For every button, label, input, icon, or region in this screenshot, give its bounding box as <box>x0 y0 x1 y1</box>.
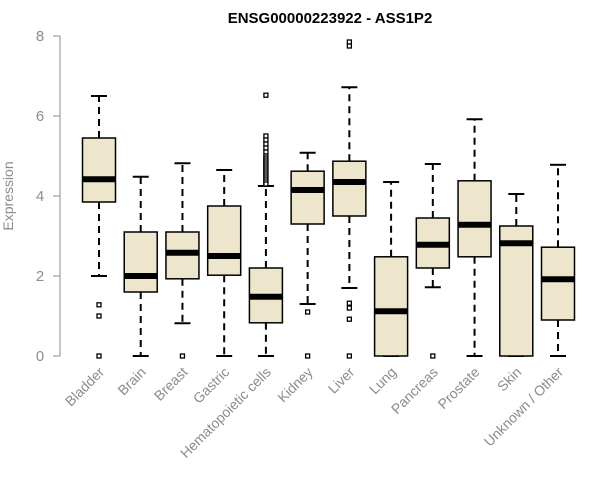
x-tick-label: Bladder <box>62 364 108 410</box>
outlier-point <box>96 302 102 308</box>
iqr-box <box>499 225 534 357</box>
outlier-point <box>346 43 353 49</box>
y-tick-label: 4 <box>36 188 44 205</box>
x-tick-label: Lung <box>366 364 399 397</box>
iqr-box <box>81 137 117 203</box>
outlier-point <box>346 316 353 322</box>
outlier-point <box>263 92 269 98</box>
y-tick-label: 8 <box>36 28 44 45</box>
iqr-box <box>332 160 367 217</box>
outlier-point <box>304 309 311 315</box>
x-tick-label: Unknown / Other <box>481 364 567 450</box>
y-tick-label: 6 <box>36 108 44 125</box>
iqr-box <box>373 256 409 357</box>
box-group <box>206 169 242 357</box>
x-tick-label: Breast <box>151 364 191 404</box>
x-tick-label: Prostate <box>434 364 482 412</box>
iqr-box <box>206 205 242 276</box>
iqr-box <box>540 246 576 321</box>
boxes-layer <box>81 39 576 359</box>
box-group <box>499 193 534 357</box>
outlier-point <box>263 181 269 187</box>
outlier-point <box>179 353 186 359</box>
box-group <box>415 163 451 359</box>
box-group <box>332 39 367 359</box>
iqr-box <box>457 180 492 258</box>
outlier-point <box>346 300 353 306</box>
box-group <box>165 162 200 359</box>
box-group <box>81 95 117 359</box>
outlier-point <box>304 353 311 359</box>
iqr-box <box>290 170 325 225</box>
outlier-point <box>96 353 102 359</box>
box-group <box>457 118 492 357</box>
iqr-box <box>123 231 158 293</box>
box-group <box>248 92 284 357</box>
y-axis: 0 2 4 6 8 <box>36 28 61 365</box>
box-group <box>373 181 409 357</box>
box-group <box>290 151 325 359</box>
outlier-point <box>430 353 436 359</box>
outlier-point <box>346 353 353 359</box>
y-tick-label: 2 <box>36 268 44 285</box>
outlier-point <box>96 313 102 319</box>
y-tick-label: 0 <box>36 348 44 365</box>
x-tick-label: Kidney <box>274 364 316 406</box>
x-tick-label: Brain <box>114 364 148 398</box>
x-tick-label: Liver <box>325 364 358 397</box>
outlier-point <box>346 305 353 311</box>
box-group <box>540 163 576 357</box>
box-group <box>123 175 158 357</box>
chart-title: ENSG00000223922 - ASS1P2 <box>228 10 433 27</box>
x-tick-label: Skin <box>494 364 525 395</box>
y-axis-label: Expression <box>0 161 16 230</box>
